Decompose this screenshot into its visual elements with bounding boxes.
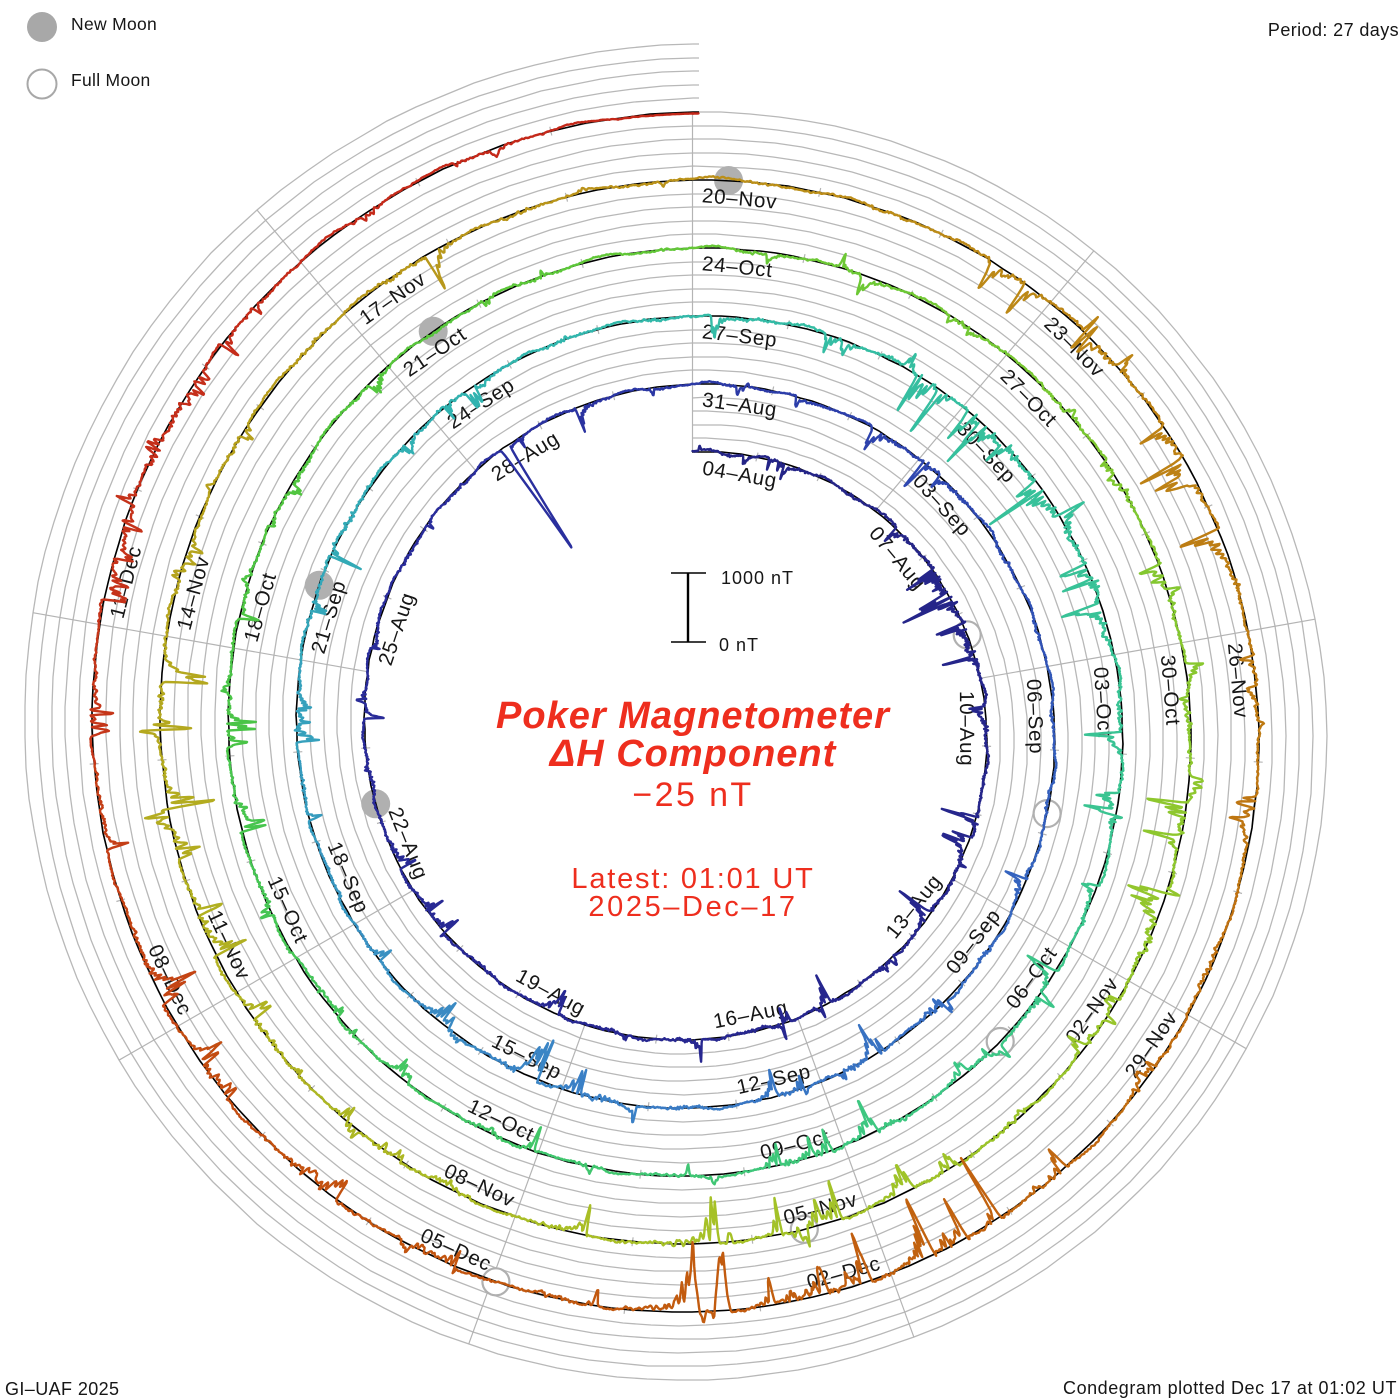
svg-text:Latest: 01:01 UT: Latest: 01:01 UT bbox=[571, 863, 814, 895]
svg-text:06–Sep: 06–Sep bbox=[1022, 678, 1048, 754]
svg-text:0 nT: 0 nT bbox=[719, 635, 759, 655]
svg-text:30–Oct: 30–Oct bbox=[1156, 654, 1184, 726]
svg-text:2025–Dec–17: 2025–Dec–17 bbox=[588, 891, 797, 923]
svg-text:ΔH Component: ΔH Component bbox=[548, 733, 837, 775]
svg-text:Period: 27 days: Period: 27 days bbox=[1268, 20, 1399, 40]
svg-text:Poker Magnetometer: Poker Magnetometer bbox=[496, 695, 891, 737]
svg-text:−25 nT: −25 nT bbox=[632, 776, 753, 814]
svg-text:New Moon: New Moon bbox=[71, 14, 157, 34]
svg-text:10–Aug: 10–Aug bbox=[955, 691, 978, 767]
svg-text:03–Oct: 03–Oct bbox=[1089, 666, 1116, 738]
svg-text:Full Moon: Full Moon bbox=[71, 70, 151, 90]
svg-text:Condegram plotted Dec 17 at 01: Condegram plotted Dec 17 at 01:02 UT bbox=[1063, 1378, 1397, 1398]
svg-text:1000 nT: 1000 nT bbox=[721, 568, 794, 588]
svg-text:GI–UAF 2025: GI–UAF 2025 bbox=[5, 1379, 119, 1399]
